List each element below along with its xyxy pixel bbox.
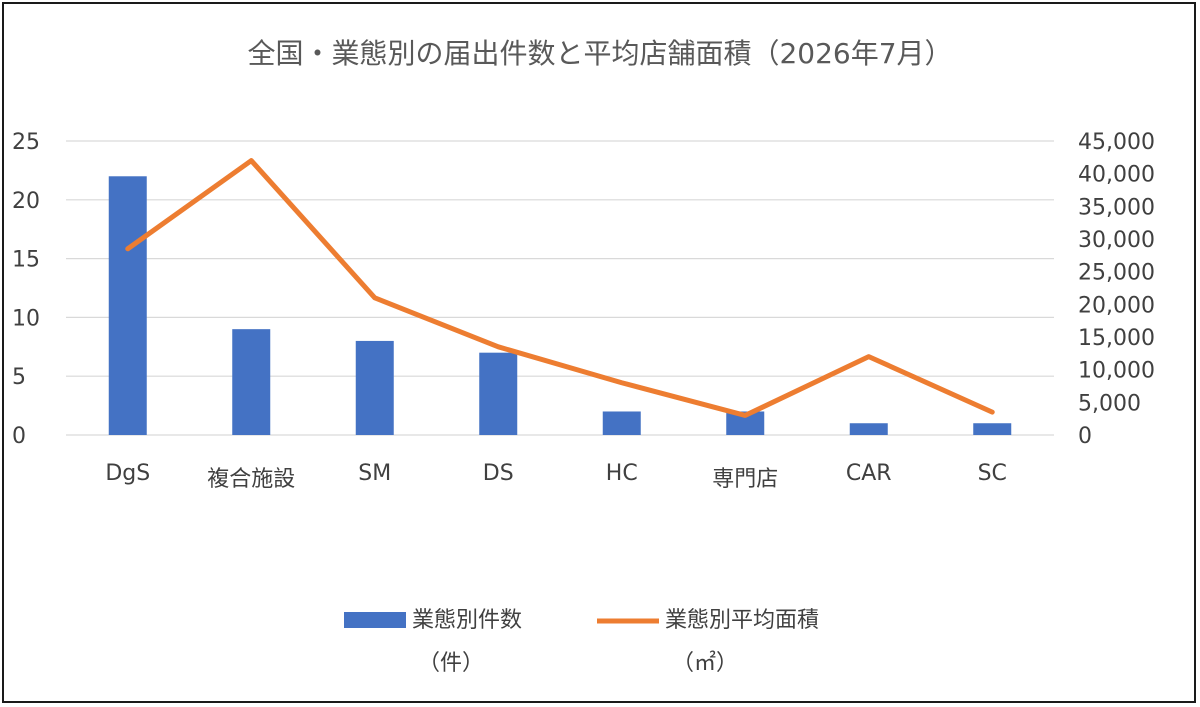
right-tick-label: 0 (1078, 424, 1092, 449)
right-tick-label: 10,000 (1078, 359, 1155, 384)
legend-swatch-bar (344, 612, 406, 628)
category-label: CAR (846, 461, 892, 486)
bar (232, 329, 271, 435)
line-path (125, 158, 995, 418)
category-label: DgS (105, 461, 150, 486)
bar (479, 352, 518, 435)
category-label: HC (606, 461, 638, 486)
legend: 業態別件数 （件） 業態別平均面積 （㎡） (344, 608, 819, 676)
bar (849, 423, 888, 435)
right-tick-label: 30,000 (1078, 228, 1155, 253)
left-tick-label: 10 (12, 306, 40, 331)
category-label: 専門店 (712, 467, 778, 492)
right-tick-label: 25,000 (1078, 261, 1155, 286)
gridlines (66, 140, 1054, 436)
category-label: DS (483, 461, 514, 486)
right-tick-label: 40,000 (1078, 163, 1155, 188)
category-label: 複合施設 (207, 467, 295, 492)
line-series (125, 158, 995, 418)
legend-unit-line: （㎡） (672, 650, 738, 676)
right-tick-label: 15,000 (1078, 326, 1155, 351)
left-tick-label: 25 (12, 130, 40, 155)
left-tick-label: 0 (12, 424, 26, 449)
category-axis: DgS 複合施設 SM DS HC 専門店 CAR SC (105, 461, 1007, 492)
right-tick-label: 5,000 (1078, 391, 1141, 416)
left-tick-label: 15 (12, 248, 40, 273)
bar (602, 411, 641, 435)
right-tick-label: 35,000 (1078, 195, 1155, 220)
chart-title: 全国・業態別の届出件数と平均店舗面積（2026年7月） (247, 37, 952, 70)
legend-unit-bar: （件） (418, 651, 484, 676)
left-tick-label: 5 (12, 365, 26, 390)
right-tick-label: 45,000 (1078, 130, 1155, 155)
legend-label-line: 業態別平均面積 (665, 608, 819, 633)
right-tick-label: 20,000 (1078, 293, 1155, 318)
left-axis: 0 5 10 15 20 25 (12, 130, 40, 449)
left-tick-label: 20 (12, 189, 40, 214)
category-label: SC (978, 461, 1007, 486)
bar (355, 340, 394, 435)
legend-label-bar: 業態別件数 (412, 608, 522, 633)
right-axis: 0 5,000 10,000 15,000 20,000 25,000 30,000 35,0… (1078, 130, 1155, 449)
bar-series (108, 176, 1012, 435)
category-label: SM (358, 461, 391, 486)
bar (973, 423, 1012, 435)
bar (108, 176, 147, 435)
bar (726, 411, 765, 435)
